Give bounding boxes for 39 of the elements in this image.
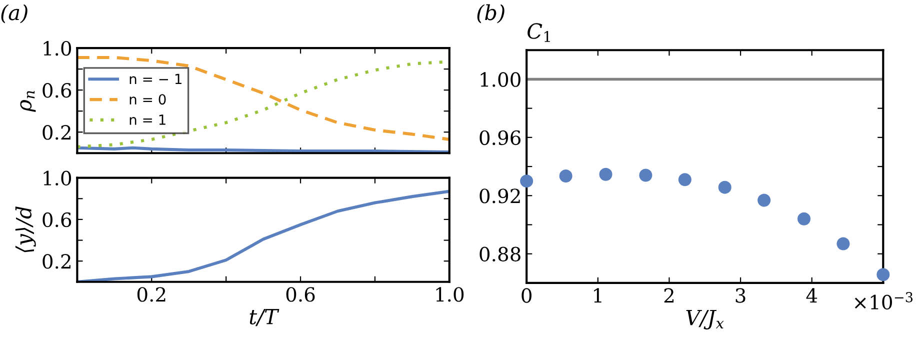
x-tick-label: 4 (806, 288, 818, 303)
point (599, 168, 612, 181)
legend-label: n = 1 (130, 114, 166, 125)
point (639, 168, 652, 182)
y-tick-label: 0.92 (480, 188, 520, 204)
y-axis-title: ρ$_{n}$ (20, 91, 36, 112)
x-tick-label: 0 (522, 288, 532, 303)
y-tick-label: 1.0 (44, 170, 72, 186)
point (876, 268, 890, 282)
y-axis-title: ⟨y⟩/d (15, 206, 36, 252)
point (718, 180, 732, 194)
y-tick-label: 0.6 (42, 212, 72, 228)
y-tick-label: 1.0 (44, 40, 72, 56)
legend-label: n = 0 (130, 94, 166, 105)
x-tick-label: 1 (594, 288, 602, 303)
y-tick-label: 0.2 (42, 254, 70, 269)
x-tick-label: 3 (736, 288, 746, 303)
y-tick-label: 0.88 (480, 246, 520, 262)
y-tick-label: 0.96 (480, 130, 520, 146)
text: (a) (1, 4, 28, 24)
x-tick-label: 1.0 (436, 287, 464, 302)
x-axis-title: V/J$_{x}$ (686, 310, 724, 330)
y-tick-label: 0.2 (42, 125, 70, 140)
point (797, 212, 811, 226)
point (758, 194, 771, 207)
point (678, 173, 692, 186)
y-axis-title: C$_{1}$ (528, 23, 550, 42)
x-axis-title: t/T (250, 308, 280, 326)
text: (b) (477, 4, 504, 24)
text: ×10$^{−3}$ (854, 292, 913, 310)
x-tick-label: 2 (664, 288, 674, 303)
y-tick-label: 0.6 (42, 83, 72, 98)
x-tick-label: 0.2 (137, 287, 166, 302)
x-tick-label: 0.6 (286, 287, 315, 302)
point (520, 174, 534, 188)
point (559, 169, 572, 182)
text: 1.00 (480, 72, 520, 87)
point (836, 237, 850, 250)
legend-label: n = − 1 (130, 74, 182, 84)
